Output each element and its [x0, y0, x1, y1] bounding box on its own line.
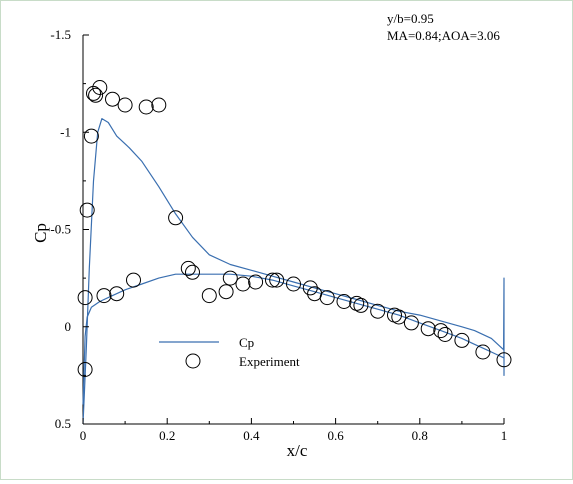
- experiment-point: [219, 285, 233, 299]
- experiment-point: [371, 304, 385, 318]
- y-tick-label: -1: [60, 124, 71, 139]
- experiment-point: [223, 271, 237, 285]
- y-tick-label: -1.5: [50, 27, 71, 42]
- legend: Cp Experiment: [159, 335, 300, 369]
- annotation-conditions: MA=0.84;AOA=3.06: [387, 28, 500, 43]
- experiment-point: [97, 289, 111, 303]
- x-tick-label: 1: [501, 428, 508, 443]
- y-tick-label: 0.5: [55, 416, 71, 431]
- experiment-point: [202, 289, 216, 303]
- experiment-point: [320, 291, 334, 305]
- x-tick-label: 0: [80, 428, 87, 443]
- experiment-point: [152, 98, 166, 112]
- cp-line-upper: [83, 119, 504, 424]
- experiment-point: [181, 261, 195, 275]
- x-axis-label: x/c: [287, 441, 308, 460]
- experiment-point: [421, 322, 435, 336]
- x-tick-label: 0.6: [327, 428, 344, 443]
- experiment-point: [236, 277, 250, 291]
- x-tick-label: 0.2: [159, 428, 175, 443]
- series-layer: [78, 81, 511, 425]
- legend-label-cp: Cp: [239, 335, 254, 350]
- y-tick-label: 0: [65, 319, 72, 334]
- x-tick-label: 0.4: [243, 428, 260, 443]
- legend-label-experiment: Experiment: [239, 354, 300, 369]
- annotation-span: y/b=0.95: [387, 11, 434, 26]
- experiment-point: [404, 316, 418, 330]
- experiment-point: [106, 92, 120, 106]
- experiment-point: [78, 291, 92, 305]
- experiment-point: [118, 98, 132, 112]
- y-tick-label: -0.5: [50, 222, 71, 237]
- cp-line-lower: [83, 274, 504, 404]
- legend-marker-experiment: [186, 354, 200, 368]
- experiment-point: [476, 345, 490, 359]
- experiment-point: [127, 273, 141, 287]
- x-tick-label: 0.8: [412, 428, 428, 443]
- experiment-point: [84, 129, 98, 143]
- y-axis-label: Cp: [31, 223, 50, 243]
- experiment-point: [186, 265, 200, 279]
- experiment-point: [139, 100, 153, 114]
- tick-layer: 0 0.2 0.4 0.6 0.8 1 -1.5 -1 -0.5 0 0.5: [50, 27, 507, 443]
- experiment-point: [93, 81, 107, 95]
